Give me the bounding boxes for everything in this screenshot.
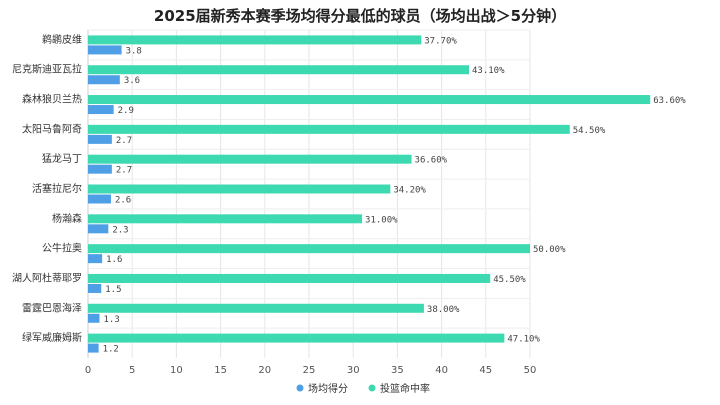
data-label-shot-pct: 54.50%	[573, 126, 606, 136]
bar-points	[88, 45, 122, 55]
data-label-shot-pct: 38.00%	[427, 305, 460, 315]
data-label-points: 2.7	[116, 136, 132, 146]
data-label-points: 1.2	[103, 345, 119, 355]
x-tick-label: 5	[129, 365, 135, 376]
bar-points	[88, 283, 102, 293]
legend-marker	[368, 384, 376, 392]
category-label: 公牛拉奥	[42, 242, 82, 255]
bar-shot-pct	[88, 184, 391, 194]
grid-lines	[87, 29, 531, 358]
chart-title: 2025届新秀本赛季场均得分最低的球员（场均出战＞5分钟）	[154, 7, 566, 25]
bar-points	[88, 134, 112, 144]
bar-shot-pct	[88, 244, 530, 254]
x-tick-label: 15	[214, 365, 227, 376]
bar-points	[88, 75, 120, 85]
data-label-points: 2.9	[118, 106, 134, 116]
bar-shot-pct	[88, 333, 505, 343]
category-label: 雷霆巴恩海泽	[22, 301, 82, 314]
x-tick-label: 20	[258, 365, 271, 376]
labels: 0 5 10 15 20 25 30 35 40 45 50 鹈鹕皮维 37.70% 3.8 尼克斯迪亚瓦拉…	[12, 33, 686, 376]
data-label-shot-pct: 43.10%	[472, 66, 505, 76]
data-label-points: 2.6	[115, 196, 131, 206]
x-tick-label: 50	[524, 365, 537, 376]
category-label: 太阳马鲁阿奇	[22, 122, 82, 135]
data-label-shot-pct: 36.60%	[415, 156, 448, 166]
x-tick-label: 35	[391, 365, 404, 376]
fade-overlay	[535, 360, 720, 390]
data-label-shot-pct: 45.50%	[493, 275, 526, 285]
data-label-points: 1.3	[103, 315, 119, 325]
legend-marker	[296, 384, 304, 392]
data-label-shot-pct: 50.00%	[533, 245, 566, 255]
category-label: 湖人阿杜蒂耶罗	[12, 271, 82, 284]
bar-shot-pct	[88, 273, 491, 283]
bar-points	[88, 313, 100, 323]
data-label-points: 3.8	[126, 46, 142, 56]
data-label-shot-pct: 31.00%	[365, 215, 398, 225]
category-label: 鹈鹕皮维	[42, 33, 82, 46]
data-label-points: 3.6	[124, 76, 140, 86]
data-label-points: 1.5	[105, 285, 121, 295]
bar-points	[88, 343, 99, 353]
data-label-shot-pct: 63.60%	[653, 96, 686, 106]
bar-shot-pct	[88, 154, 412, 164]
category-label: 尼克斯迪亚瓦拉	[12, 63, 82, 76]
x-tick-label: 0	[85, 365, 91, 376]
category-label: 绿军威廉姆斯	[22, 331, 82, 344]
bar-shot-pct	[88, 124, 570, 134]
legend-label: 场均得分	[308, 382, 348, 395]
category-label: 活塞拉尼尔	[32, 182, 82, 195]
bar-points	[88, 194, 111, 204]
data-label-points: 2.3	[112, 225, 128, 235]
bar-points	[88, 224, 109, 234]
category-label: 猛龙马丁	[42, 152, 82, 165]
legend: 场均得分 投篮命中率	[296, 382, 430, 395]
bar-points	[88, 105, 114, 115]
legend-label: 投篮命中率	[380, 382, 430, 395]
category-label: 森林狼贝兰热	[22, 93, 82, 106]
bar-shot-pct	[88, 35, 422, 45]
bar-shot-pct	[88, 65, 470, 75]
bar-points	[88, 164, 112, 174]
bar-shot-pct	[88, 214, 363, 224]
bar-shot-pct	[88, 303, 424, 313]
category-label: 杨瀚森	[52, 212, 82, 225]
bar-shot-pct	[88, 95, 651, 105]
x-tick-label: 30	[347, 365, 360, 376]
bar-points	[88, 254, 103, 264]
data-label-shot-pct: 47.10%	[507, 335, 540, 345]
bars	[88, 35, 651, 353]
x-tick-label: 45	[479, 365, 492, 376]
x-tick-label: 40	[435, 365, 448, 376]
x-tick-label: 10	[170, 365, 183, 376]
x-tick-label: 25	[303, 365, 316, 376]
data-label-points: 2.7	[116, 166, 132, 176]
data-label-points: 1.6	[106, 255, 122, 265]
data-label-shot-pct: 34.20%	[393, 186, 426, 196]
data-label-shot-pct: 37.70%	[424, 36, 457, 46]
